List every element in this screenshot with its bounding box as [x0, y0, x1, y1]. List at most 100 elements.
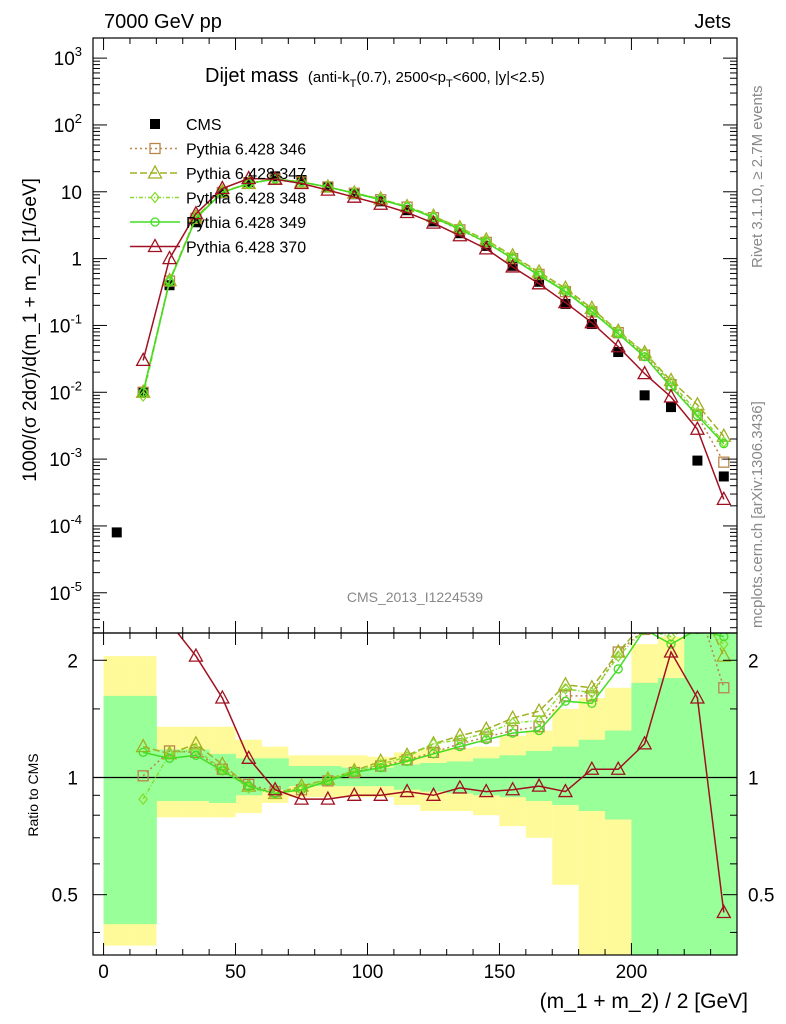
ratio-band-inner	[261, 758, 289, 790]
ratio-point	[507, 724, 519, 737]
ratio-point	[188, 647, 204, 662]
ratio-point	[505, 781, 521, 796]
ratio-band-inner	[525, 750, 553, 802]
ratio-point	[560, 682, 571, 695]
ratio-point	[691, 590, 704, 602]
ratio-point	[191, 743, 201, 756]
ratio-point	[716, 904, 732, 919]
ratio-series-line	[176, 633, 725, 913]
ratio-point	[399, 783, 415, 798]
y-tick-label: 102	[54, 111, 82, 137]
main-point	[692, 455, 703, 466]
legend-label: CMS	[186, 117, 222, 134]
ratio-point	[452, 727, 468, 742]
main-point	[718, 471, 729, 482]
ratio-point	[138, 747, 148, 758]
ratio-y-tick-label: 2	[67, 651, 78, 672]
ratio-point	[214, 689, 230, 704]
ratio-point	[241, 777, 257, 792]
y-tick-label: 10-4	[49, 512, 82, 538]
ratio-y-tick-label-right: 0.5	[748, 886, 774, 907]
ratio-band-inner	[657, 678, 685, 955]
main-point	[320, 181, 336, 196]
legend-entry-4: Pythia 6.428 349	[130, 215, 306, 232]
ratio-series-4	[138, 633, 729, 799]
ratio-point	[428, 749, 439, 759]
ratio-point	[534, 725, 544, 736]
ratio-point	[481, 727, 492, 740]
ratio-point	[587, 698, 597, 709]
ratio-point	[323, 776, 333, 786]
legend-marker	[147, 164, 163, 179]
legend-marker	[150, 217, 160, 227]
ratio-point	[455, 741, 465, 752]
ratio-point	[719, 633, 729, 642]
ratio-band-inner	[103, 695, 131, 925]
ratio-plot-area	[93, 585, 737, 955]
main-point	[135, 383, 151, 398]
ratio-point	[666, 611, 676, 621]
ratio-y-tick-label-right: 1	[748, 768, 759, 789]
main-point	[296, 175, 307, 186]
main-y-label: 1000/(σ 2dσ)/d(m_1 + m_2) [1/GeV]	[20, 178, 41, 482]
ratio-point	[137, 770, 149, 782]
analysis-id: CMS_2013_I1224539	[347, 589, 483, 605]
ratio-point	[137, 585, 150, 597]
main-point	[478, 240, 494, 255]
ratio-point	[665, 609, 678, 621]
main-point	[534, 270, 544, 281]
legend-label: Pythia 6.428 349	[186, 215, 306, 232]
main-plot-area	[111, 170, 732, 538]
ratio-point	[666, 639, 676, 649]
ratio-point	[642, 633, 647, 636]
ratio-point	[402, 756, 412, 767]
main-point	[452, 227, 468, 242]
main-point	[164, 277, 175, 287]
ratio-point	[188, 735, 204, 750]
ratio-point	[507, 716, 518, 730]
ratio-band-inner	[288, 766, 316, 787]
ratio-point	[478, 720, 494, 735]
ratio-band-outer	[605, 687, 632, 955]
main-point	[214, 180, 230, 195]
main-point	[531, 275, 547, 290]
ratio-point	[692, 598, 702, 608]
main-point	[481, 237, 491, 248]
y-tick-label: 103	[54, 44, 82, 70]
main-point	[402, 202, 412, 212]
ratio-band-inner	[631, 682, 659, 955]
ratio-point	[163, 616, 176, 628]
ratio-band-inner	[129, 695, 157, 925]
main-point	[689, 420, 706, 435]
main-point	[293, 175, 310, 190]
main-series-line	[142, 178, 725, 445]
main-point	[455, 224, 465, 234]
x-tick-label: 200	[616, 962, 648, 983]
ratio-point	[135, 738, 151, 753]
ratio-point	[373, 786, 389, 801]
ratio-point	[346, 786, 362, 801]
ratio-band-inner	[552, 746, 580, 805]
main-point	[639, 352, 650, 362]
ratio-point	[663, 643, 679, 658]
main-point	[534, 276, 545, 287]
main-point	[719, 439, 729, 449]
main-point	[639, 390, 650, 401]
ratio-point	[587, 686, 597, 699]
main-point	[270, 171, 281, 182]
ratio-point	[164, 753, 175, 763]
main-point	[135, 352, 151, 367]
legend-entry-3: Pythia 6.428 348	[130, 191, 306, 208]
ratio-point	[481, 735, 491, 745]
ratio-band-inner	[473, 758, 500, 796]
main-point	[243, 177, 254, 188]
main-point	[557, 294, 574, 309]
legend-marker	[150, 191, 160, 204]
main-point	[689, 396, 706, 411]
main-point	[349, 186, 360, 200]
legend-label: Pythia 6.428 370	[186, 240, 306, 257]
legend-marker	[149, 142, 161, 155]
main-point	[507, 260, 518, 271]
main-point	[188, 205, 204, 220]
ratio-point	[637, 735, 653, 750]
